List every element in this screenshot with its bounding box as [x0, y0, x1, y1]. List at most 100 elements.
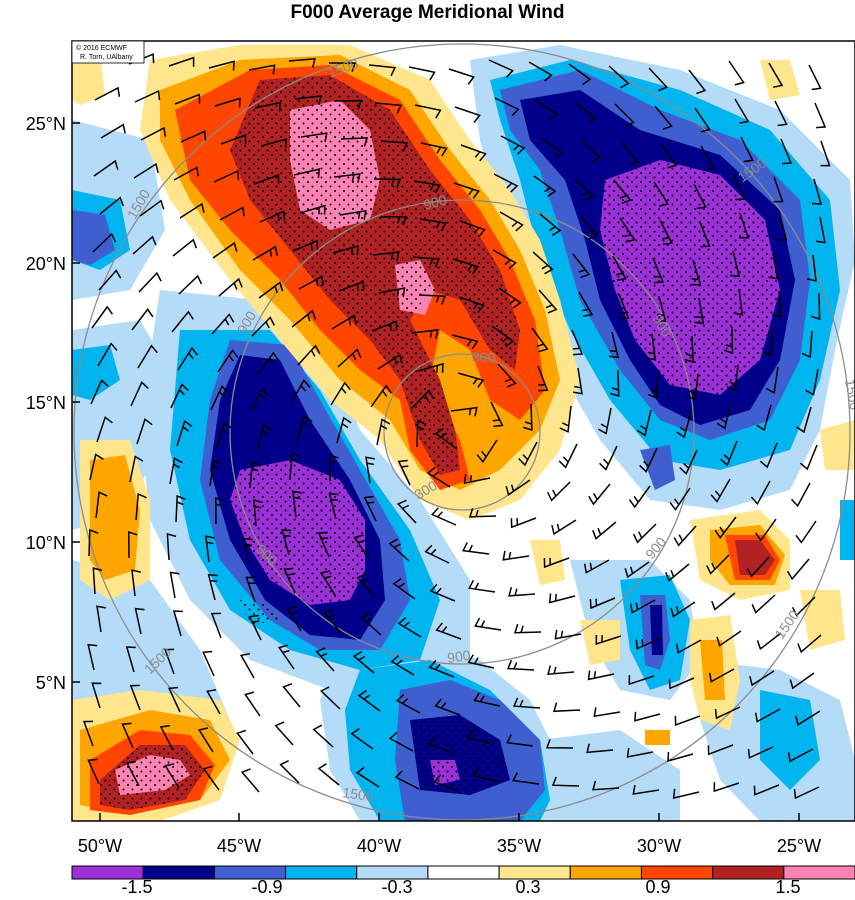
wind-barb [93, 159, 119, 177]
wind-barb [467, 654, 495, 669]
wind-barb [693, 183, 707, 210]
wind-barb [130, 381, 149, 407]
wind-barb [297, 344, 321, 366]
wind-barb [653, 181, 670, 207]
wind-barb [628, 485, 651, 509]
wind-barb [632, 784, 660, 795]
wind-barb [218, 277, 243, 297]
wind-barb [210, 612, 222, 639]
wind-barb [476, 439, 498, 464]
wind-barb [490, 401, 504, 428]
wind-barb [127, 530, 138, 559]
wind-barb [417, 362, 444, 373]
wind-barb [312, 724, 334, 748]
wind-barb [355, 766, 380, 788]
wind-barb [753, 784, 780, 796]
wind-barb [552, 702, 581, 713]
plot-frame [71, 40, 855, 822]
wind-barb [328, 62, 357, 72]
wind-barb [493, 173, 519, 193]
wind-barb [795, 710, 821, 726]
wind-barb [410, 389, 434, 410]
wind-barb [672, 788, 700, 799]
wind-barb [132, 235, 157, 255]
wind-barb [668, 677, 695, 690]
wind-barb [799, 444, 818, 471]
wind-barb [756, 632, 782, 651]
wind-barb [714, 516, 737, 539]
wind-barb [331, 314, 357, 330]
wind-barb [807, 254, 817, 282]
wind-barb [378, 287, 406, 298]
wind-barb [626, 747, 654, 758]
colorbar-label: 0.3 [515, 877, 540, 897]
wind-barb [675, 639, 702, 654]
wind-barb [728, 60, 745, 86]
wind-barb [791, 596, 816, 617]
wind-barb [419, 218, 447, 232]
wind-barb [523, 403, 533, 432]
wind-barb [508, 587, 536, 597]
wind-barb [397, 617, 422, 638]
wind-barb [635, 637, 662, 650]
wind-barb [258, 281, 284, 299]
wind-barb [88, 528, 99, 557]
wind-barb [739, 212, 750, 239]
wind-barb [545, 738, 574, 749]
wind-barb [164, 648, 175, 675]
wind-barb [380, 140, 408, 152]
colorbar-swatch [569, 865, 642, 880]
wind-barb [323, 608, 342, 634]
wind-barb [774, 100, 788, 127]
wind-barb [450, 406, 478, 417]
wind-barb [747, 746, 774, 759]
wind-barb [82, 720, 94, 747]
wind-barb [708, 668, 735, 683]
wind-barb [329, 453, 339, 482]
wind-barb [789, 672, 815, 690]
wind-barb [468, 508, 497, 518]
wind-barb [252, 245, 278, 261]
wind-barb [667, 751, 694, 763]
wind-barb [459, 220, 486, 238]
wind-barb [133, 162, 159, 179]
colorbar-swatch [142, 865, 215, 880]
wind-barb [608, 65, 630, 89]
colorbar-swatch [712, 865, 785, 880]
wind-barb [95, 491, 108, 519]
wind-barb [494, 97, 520, 117]
wind-barb [593, 707, 621, 718]
wind-barb [454, 106, 481, 123]
wind-barb [207, 573, 218, 601]
wind-barb [639, 447, 658, 473]
lat-label: 25°N [26, 114, 66, 134]
wind-barb [554, 629, 582, 640]
wind-barb [573, 177, 595, 201]
wind-barb [500, 135, 526, 155]
wind-barb [665, 563, 690, 582]
wind-barb [250, 387, 270, 413]
wind-barb [551, 519, 577, 536]
wind-barb [396, 499, 417, 524]
lat-label: 5°N [36, 673, 66, 693]
wind-barb [260, 138, 287, 149]
wind-barb [787, 748, 814, 763]
wind-barb [169, 571, 180, 599]
wind-barb [174, 93, 201, 105]
wind-barb [242, 537, 253, 565]
wind-barb [298, 275, 325, 290]
wind-barb [328, 492, 339, 520]
wind-barb [317, 531, 330, 558]
wind-barb [458, 296, 485, 313]
wind-barb [646, 333, 657, 361]
wind-barb [598, 445, 618, 471]
wind-barb [427, 736, 454, 754]
wind-barb [134, 89, 161, 103]
wind-barb [134, 607, 145, 635]
wind-barb [209, 459, 222, 487]
wind-barb [652, 257, 664, 284]
wind-barb [137, 344, 158, 369]
wind-barb [749, 670, 775, 687]
wind-barb [220, 134, 247, 145]
wind-barb [408, 66, 436, 81]
